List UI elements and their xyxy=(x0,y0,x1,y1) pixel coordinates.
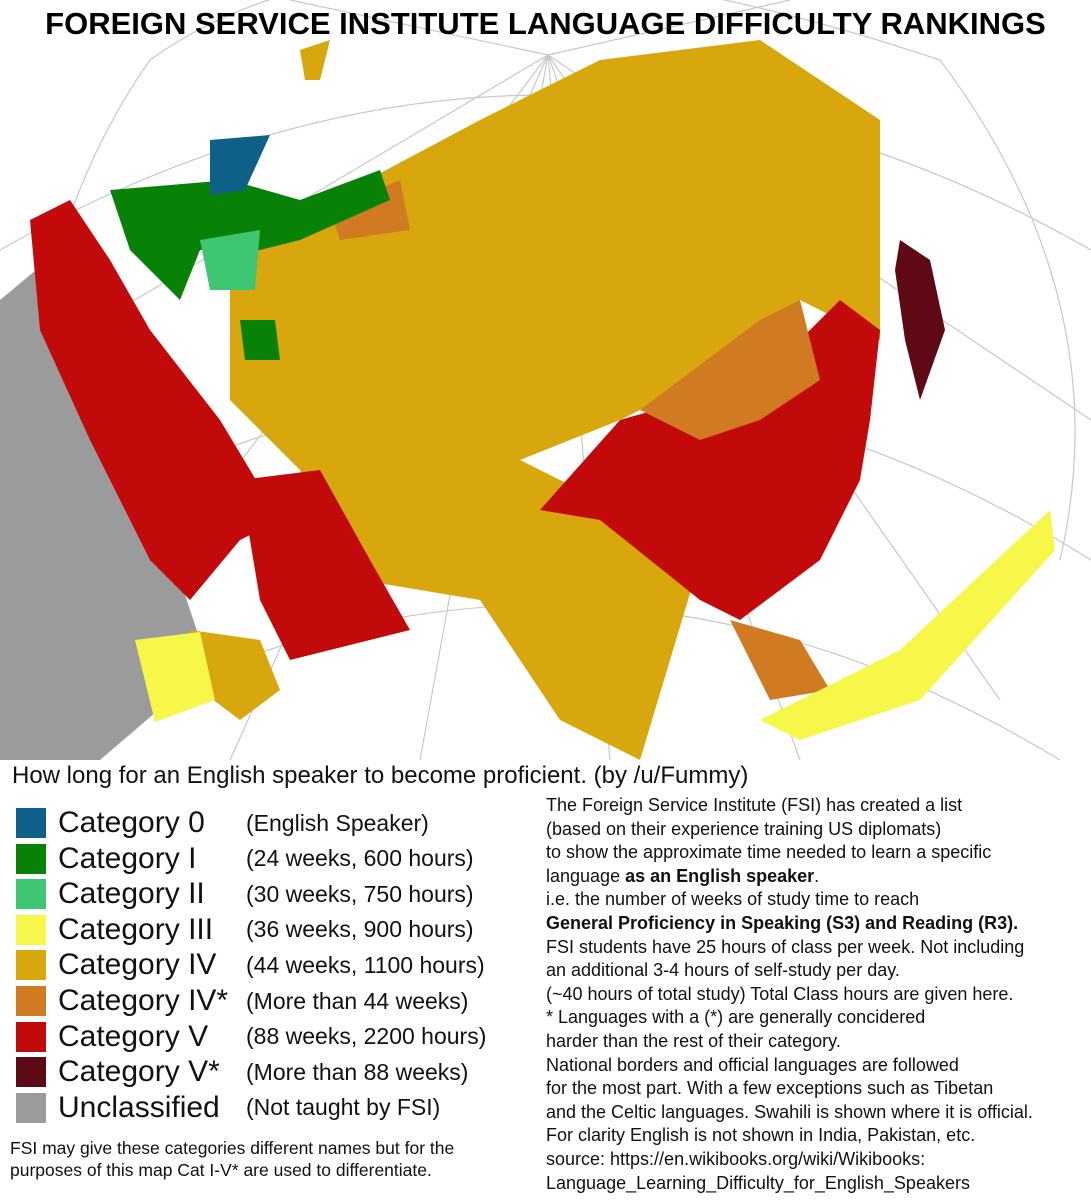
legend-category: Category 0 xyxy=(58,806,205,839)
legend-row: Category I (24 weeks, 600 hours) xyxy=(16,842,474,876)
legend-category: Category III xyxy=(58,912,214,946)
note-text: language xyxy=(546,865,626,886)
legend-category: Category IV xyxy=(58,948,217,982)
note-text: . xyxy=(814,865,820,886)
note-line: (based on their experience training US d… xyxy=(546,818,1033,842)
legend-category: Category V* xyxy=(58,1055,220,1089)
legend-swatch xyxy=(16,808,46,838)
footnote-line: purposes of this map Cat I-V* are used t… xyxy=(10,1160,432,1180)
legend-swatch xyxy=(16,914,46,945)
region xyxy=(895,240,945,400)
legend-description: (24 weeks, 600 hours) xyxy=(246,845,474,872)
legend-category: Category IV* xyxy=(58,984,229,1017)
note-line: language as an English speaker. xyxy=(546,865,1033,889)
note-text: to show the approximate time needed to l… xyxy=(546,842,992,863)
legend-description: (30 weeks, 750 hours) xyxy=(246,880,474,907)
notes: The Foreign Service Institute (FSI) has … xyxy=(546,794,1033,1195)
note-text: and the Celtic languages. Swahili is sho… xyxy=(546,1101,1033,1122)
legend-row: Category III (36 weeks, 900 hours) xyxy=(16,913,474,947)
legend-swatch xyxy=(16,1057,46,1088)
footnote-line: FSI may give these categories different … xyxy=(10,1138,455,1158)
note-line: i.e. the number of weeks of study time t… xyxy=(546,888,1033,912)
legend-swatch xyxy=(16,986,46,1016)
legend-description: (More than 44 weeks) xyxy=(246,987,469,1014)
region xyxy=(200,230,260,290)
note-text: FSI students have 25 hours of class per … xyxy=(546,936,1025,957)
legend-category: Unclassified xyxy=(58,1090,220,1124)
note-line: an additional 3-4 hours of self-study pe… xyxy=(546,959,1033,983)
regions xyxy=(0,40,1055,760)
legend-description: (Not taught by FSI) xyxy=(246,1094,441,1121)
region xyxy=(240,320,280,360)
note-text: for the most part. With a few exceptions… xyxy=(546,1078,994,1099)
note-text: harder than the rest of their category. xyxy=(546,1030,841,1051)
note-text: i.e. the number of weeks of study time t… xyxy=(546,889,920,910)
legend-row: Category V* (More than 88 weeks) xyxy=(16,1055,468,1089)
region xyxy=(330,180,410,240)
note-line: harder than the rest of their category. xyxy=(546,1030,1033,1054)
note-text: National borders and official languages … xyxy=(546,1054,959,1075)
legend-row: Category IV* (More than 44 weeks) xyxy=(16,984,468,1018)
legend-description: (44 weeks, 1100 hours) xyxy=(246,951,485,978)
legend-swatch xyxy=(16,1092,46,1123)
note-line: (~40 hours of total study) Total Class h… xyxy=(546,983,1033,1007)
note-line: FSI students have 25 hours of class per … xyxy=(546,936,1033,960)
note-line: The Foreign Service Institute (FSI) has … xyxy=(546,794,1033,818)
region xyxy=(30,200,280,600)
legend-description: (36 weeks, 900 hours) xyxy=(246,916,474,943)
note-line: General Proficiency in Speaking (S3) and… xyxy=(546,912,1033,936)
region xyxy=(730,620,830,700)
note-text: as an English speaker xyxy=(625,865,815,886)
note-text: For clarity English is not shown in Indi… xyxy=(546,1125,976,1146)
note-line: for the most part. With a few exceptions… xyxy=(546,1077,1033,1101)
legend-row: Category V (88 weeks, 2200 hours) xyxy=(16,1020,486,1054)
legend-row: Unclassified (Not taught by FSI) xyxy=(16,1091,440,1125)
title: FOREIGN SERVICE INSTITUTE LANGUAGE DIFFI… xyxy=(45,6,1046,41)
note-text: General Proficiency in Speaking (S3) and… xyxy=(546,912,1019,933)
legend-row: Category IV (44 weeks, 1100 hours) xyxy=(16,948,485,982)
region xyxy=(300,40,330,80)
legend-swatch xyxy=(16,950,46,981)
note-text: source: https://en.wikibooks.org/wiki/Wi… xyxy=(546,1148,926,1169)
legend-swatch xyxy=(16,1021,46,1052)
note-line: For clarity English is not shown in Indi… xyxy=(546,1124,1033,1148)
map xyxy=(0,0,1091,760)
region xyxy=(640,300,820,440)
legend-swatch xyxy=(16,843,46,874)
note-text: (~40 hours of total study) Total Class h… xyxy=(546,983,1014,1004)
legend-description: (More than 88 weeks) xyxy=(246,1058,469,1085)
note-text: (based on their experience training US d… xyxy=(546,818,942,839)
note-line: source: https://en.wikibooks.org/wiki/Wi… xyxy=(546,1148,1033,1172)
note-text: * Languages with a (*) are generally con… xyxy=(546,1007,926,1028)
region xyxy=(240,470,410,660)
note-line: to show the approximate time needed to l… xyxy=(546,841,1033,865)
note-text: an additional 3-4 hours of self-study pe… xyxy=(546,960,900,981)
note-line: National borders and official languages … xyxy=(546,1054,1033,1078)
note-line: * Languages with a (*) are generally con… xyxy=(546,1006,1033,1030)
legend-category: Category V xyxy=(58,1019,209,1053)
region xyxy=(760,510,1055,740)
note-text: Language_Learning_Difficulty_for_English… xyxy=(546,1172,970,1193)
legend-category: Category I xyxy=(58,841,197,875)
legend-row: Category II (30 weeks, 750 hours) xyxy=(16,877,474,911)
footnote: FSI may give these categories different … xyxy=(10,1137,454,1181)
legend-description: (English Speaker) xyxy=(246,809,429,836)
legend-category: Category II xyxy=(58,877,205,911)
region xyxy=(0,250,200,760)
legend-description: (88 weeks, 2200 hours) xyxy=(246,1023,487,1050)
subtitle: How long for an English speaker to becom… xyxy=(12,762,749,789)
legend-swatch xyxy=(16,879,46,910)
note-line: Language_Learning_Difficulty_for_English… xyxy=(546,1172,1033,1196)
note-line: and the Celtic languages. Swahili is sho… xyxy=(546,1101,1033,1125)
region xyxy=(135,632,215,722)
legend-row: Category 0 (English Speaker) xyxy=(16,806,429,840)
region xyxy=(210,135,270,195)
note-text: The Foreign Service Institute (FSI) has … xyxy=(546,795,963,815)
